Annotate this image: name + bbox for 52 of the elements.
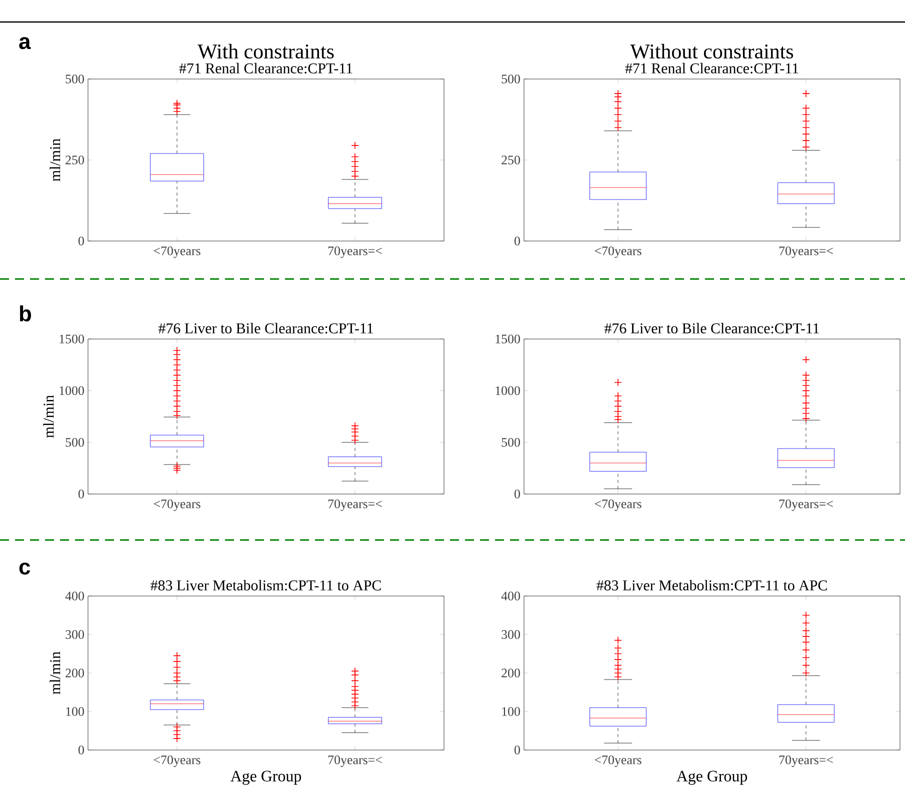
chart-subtitle: #71 Renal Clearance:CPT-11 xyxy=(179,62,352,74)
y-tick-label: 0 xyxy=(78,236,84,246)
x-tick-label: <70years xyxy=(594,246,642,258)
y-tick-label: 250 xyxy=(66,156,84,164)
y-tick-label: 1500 xyxy=(496,334,520,344)
y-tick-label: 1500 xyxy=(60,334,84,344)
y-axis-title: ml/min xyxy=(50,652,60,694)
y-tick-label: 300 xyxy=(502,630,520,639)
text: c xyxy=(19,562,30,575)
y-tick-label: 400 xyxy=(65,592,84,600)
x-tick-label: <70years xyxy=(594,500,642,511)
y-tick-label: 500 xyxy=(66,438,84,447)
x-tick-label: 70years=< xyxy=(328,246,382,258)
chart-title: #83 Liver Metabolism:CPT-11 to APC xyxy=(596,580,827,591)
y-tick-label: 0 xyxy=(514,236,520,246)
x-tick-label: 70years=< xyxy=(779,246,833,258)
y-tick-label: 200 xyxy=(502,668,520,678)
chart-subtitle: #71 Renal Clearance:CPT-11 xyxy=(625,62,798,74)
y-tick-label: 0 xyxy=(78,746,84,754)
chart-title: With constraints xyxy=(198,44,334,59)
x-tick-label: <70years xyxy=(594,756,642,767)
chart-title: #76 Liver to Bile Clearance:CPT-11 xyxy=(158,322,373,334)
y-tick-label: 100 xyxy=(502,707,520,716)
text: a xyxy=(19,37,31,50)
x-tick-label: <70years xyxy=(154,500,200,511)
y-tick-label: 500 xyxy=(502,74,520,84)
chart-title: #76 Liver to Bile Clearance:CPT-11 xyxy=(604,322,819,334)
y-tick-label: 0 xyxy=(514,490,520,498)
y-tick-label: 1000 xyxy=(60,386,84,396)
y-axis-title: ml/min xyxy=(50,138,60,182)
y-tick-label: 1000 xyxy=(496,386,520,396)
y-tick-label: 500 xyxy=(66,74,84,84)
y-axis-title: ml/min xyxy=(43,395,54,438)
y-tick-label: 250 xyxy=(502,156,520,164)
x-tick-label: 70years=< xyxy=(779,500,833,511)
chart-title: #83 Liver Metabolism:CPT-11 to APC xyxy=(150,580,381,591)
x-tick-label: <70years xyxy=(154,756,200,767)
y-tick-label: 500 xyxy=(502,438,520,447)
y-tick-label: 100 xyxy=(66,707,84,716)
y-tick-label: 0 xyxy=(514,746,520,754)
y-tick-label: 400 xyxy=(501,592,520,600)
y-tick-label: 300 xyxy=(66,630,84,639)
x-tick-label: 70years=< xyxy=(779,756,833,767)
chart-title: Without constraints xyxy=(630,44,794,59)
x-tick-label: <70years xyxy=(154,246,200,258)
x-tick-label: 70years=< xyxy=(328,756,382,767)
text: b xyxy=(20,305,32,322)
y-tick-label: 200 xyxy=(66,668,84,678)
x-tick-label: 70years=< xyxy=(328,500,382,511)
x-axis-title: Age Group xyxy=(676,770,748,785)
y-tick-label: 0 xyxy=(78,490,84,498)
x-axis-title: Age Group xyxy=(230,770,302,785)
